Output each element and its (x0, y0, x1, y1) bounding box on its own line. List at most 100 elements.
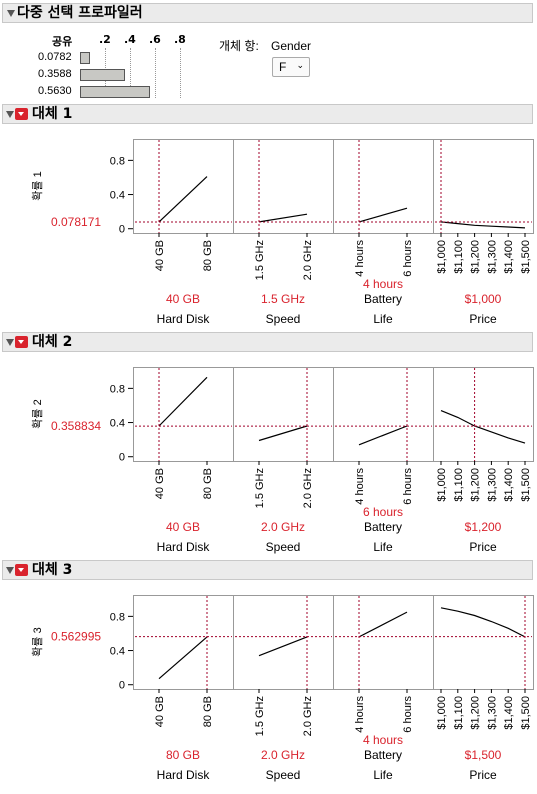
factor-name: Hard Disk (157, 540, 211, 554)
y-axis-label: 확률 1 (31, 171, 44, 200)
factor-name: Battery (364, 748, 402, 762)
factor-setting-value[interactable]: 2.0 GHz (261, 520, 305, 534)
disclosure-triangle-icon[interactable] (6, 339, 14, 346)
factor-plot[interactable] (133, 139, 234, 234)
factor-setting-value[interactable]: $1,500 (465, 748, 502, 762)
factor-setting-value[interactable]: 40 GB (166, 292, 200, 306)
x-tick-label: $1,500 (520, 468, 532, 502)
x-tick-label: $1,000 (436, 696, 448, 730)
x-tick-label: 80 GB (202, 696, 214, 727)
alternative-2-header[interactable]: 대체 2 (2, 332, 533, 352)
prediction-trace (258, 636, 308, 657)
factor-plot[interactable] (133, 595, 234, 690)
share-axis-tick: .2 (99, 33, 111, 46)
factor-name: Price (469, 312, 497, 326)
alternative-3-profiler: 확률 3 0.562995 0 0.4 0.8 40 GB 80 GB 80 GB Hard D… (31, 595, 534, 782)
factor-setting-value[interactable]: 2.0 GHz (261, 748, 305, 762)
y-tick-label: 0.8 (110, 383, 125, 395)
alternative-title: 대체 2 (32, 334, 73, 350)
y-tick-label: 0.8 (110, 155, 125, 167)
x-tick-label: $1,100 (453, 468, 465, 502)
alternative-3-header[interactable]: 대체 3 (2, 560, 533, 580)
x-tick-label: $1,000 (436, 468, 448, 502)
plot-frame (233, 595, 334, 690)
factor-plot[interactable] (333, 139, 434, 234)
x-tick-label: $1,400 (503, 696, 515, 730)
disclosure-triangle-icon[interactable] (6, 567, 14, 574)
profiler-title: 다중 선택 프로파일러 (17, 5, 143, 21)
factor-name: Life (373, 768, 393, 782)
x-tick-label: 1.5 GHz (254, 696, 266, 736)
x-tick-label: 6 hours (402, 696, 414, 733)
share-bar (80, 69, 125, 81)
factor-name: Hard Disk (157, 768, 211, 782)
share-axis-tick: .6 (149, 33, 161, 46)
subject-variable: Gender (271, 39, 312, 53)
y-tick-label: 0.4 (110, 190, 125, 202)
factor-setting-value[interactable]: 4 hours (363, 277, 403, 291)
factor-plot[interactable] (233, 139, 334, 234)
y-axis-label: 확률 2 (31, 399, 44, 428)
factor-setting-value[interactable]: 1.5 GHz (261, 292, 305, 306)
x-tick-label: $1,300 (486, 696, 498, 730)
alternative-2-profiler: 확률 2 0.358834 0 0.4 0.8 40 GB 80 GB 40 GB Hard D… (31, 367, 534, 554)
x-tick-label: 40 GB (154, 240, 166, 271)
factor-setting-value[interactable]: 80 GB (166, 748, 200, 762)
y-tick-label: 0 (119, 452, 125, 464)
gender-select-value: F (279, 60, 287, 74)
x-tick-label: 2.0 GHz (302, 696, 314, 736)
factor-plot[interactable] (133, 367, 234, 462)
alternative-1-header[interactable]: 대체 1 (2, 104, 533, 124)
factor-plot[interactable] (233, 595, 334, 690)
plot-frame (433, 367, 534, 462)
x-tick-label: 1.5 GHz (254, 240, 266, 280)
alternative-title: 대체 3 (32, 562, 73, 578)
prediction-trace (440, 221, 526, 229)
factor-plot[interactable] (233, 367, 334, 462)
y-tick-label: 0.4 (110, 646, 125, 658)
prediction-trace (358, 425, 408, 446)
factor-plot[interactable] (433, 595, 534, 690)
y-tick-label: 0.4 (110, 418, 125, 430)
prediction-trace (440, 410, 526, 444)
plot-frame (233, 367, 334, 462)
profiler-header[interactable]: 다중 선택 프로파일러 (2, 3, 533, 23)
share-row-label: 0.5630 (38, 85, 72, 97)
x-tick-label: 2.0 GHz (302, 468, 314, 508)
prediction-trace (258, 425, 308, 442)
prediction-trace (440, 607, 526, 638)
share-gridline (155, 48, 156, 98)
plot-frame (433, 139, 534, 234)
factor-name: Price (469, 768, 497, 782)
gender-select[interactable]: F ⌄ (272, 57, 310, 77)
red-triangle-menu-icon[interactable] (15, 108, 28, 120)
disclosure-triangle-icon[interactable] (7, 10, 15, 17)
x-tick-label: $1,400 (503, 468, 515, 502)
plot-frame (333, 139, 434, 234)
factor-plot[interactable] (433, 367, 534, 462)
factor-setting-value[interactable]: 6 hours (363, 505, 403, 519)
factor-setting-value[interactable]: 4 hours (363, 733, 403, 747)
factor-plot[interactable] (333, 367, 434, 462)
x-tick-label: $1,300 (486, 468, 498, 502)
x-tick-label: $1,000 (436, 240, 448, 274)
red-triangle-menu-icon[interactable] (15, 564, 28, 576)
subject-label: 개체 항: (219, 39, 259, 53)
share-gridline (130, 48, 131, 98)
factor-plot[interactable] (433, 139, 534, 234)
share-axis-tick: .8 (174, 33, 186, 46)
x-tick-label: $1,200 (470, 696, 482, 730)
red-triangle-menu-icon[interactable] (15, 336, 28, 348)
disclosure-triangle-icon[interactable] (6, 111, 14, 118)
prediction-trace (258, 213, 308, 223)
x-tick-label: 4 hours (354, 240, 366, 277)
x-tick-label: $1,500 (520, 240, 532, 274)
factor-plot[interactable] (333, 595, 434, 690)
factor-setting-value[interactable]: $1,200 (465, 520, 502, 534)
factor-setting-value[interactable]: $1,000 (465, 292, 502, 306)
prediction-trace (158, 636, 208, 680)
y-tick-label: 0 (119, 224, 125, 236)
share-gridline (180, 48, 181, 98)
plot-frame (333, 595, 434, 690)
factor-setting-value[interactable]: 40 GB (166, 520, 200, 534)
